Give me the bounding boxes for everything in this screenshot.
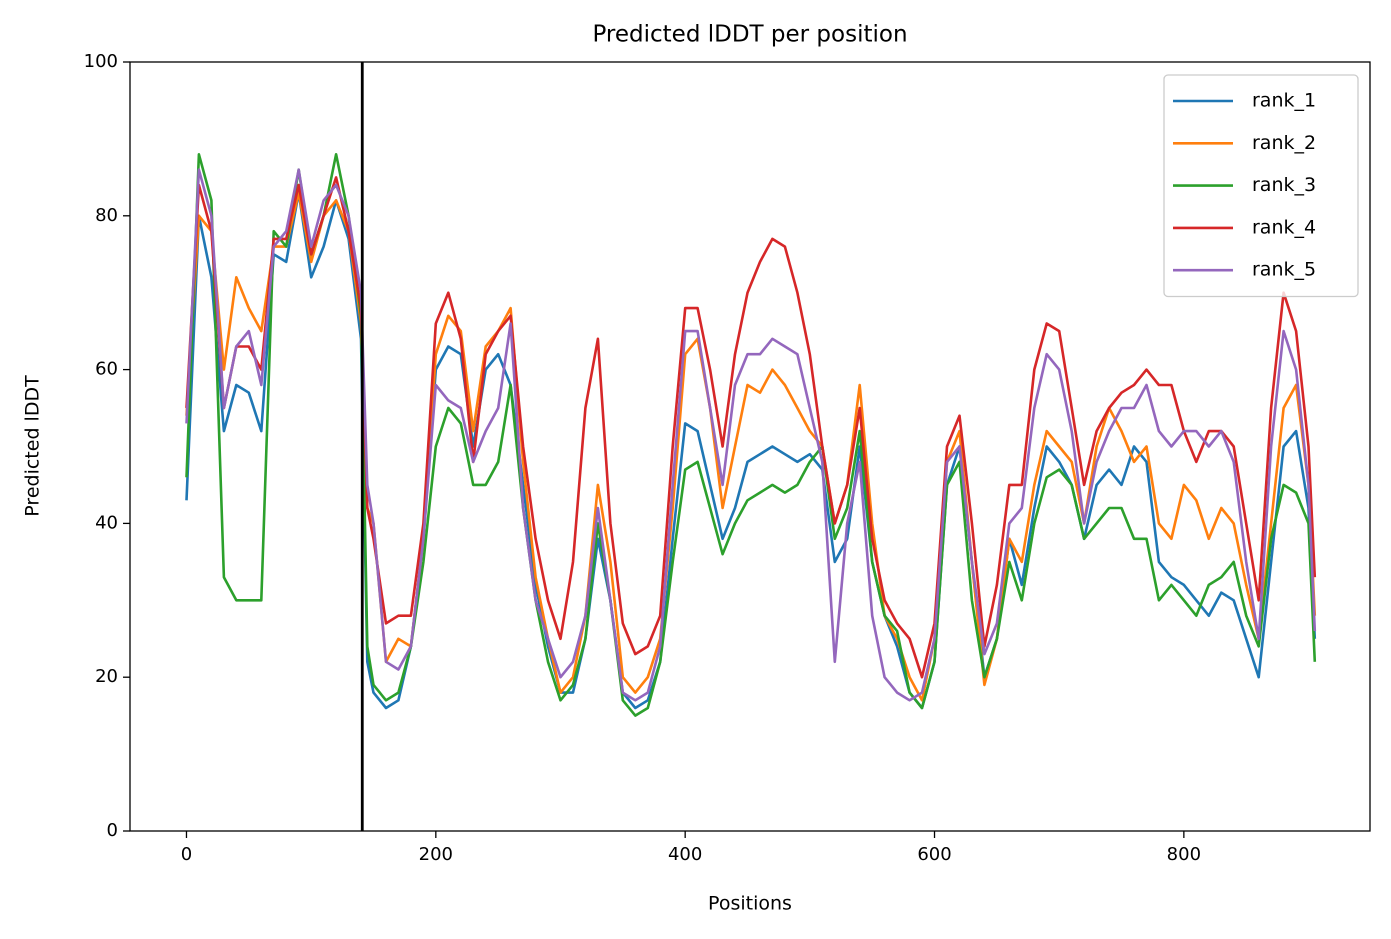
y-tick-label: 80 <box>95 205 118 226</box>
x-axis-label: Positions <box>708 893 792 915</box>
x-tick-label: 800 <box>1167 844 1201 865</box>
series-line <box>185 153 1317 717</box>
x-tick-label: 400 <box>668 844 702 865</box>
y-tick-label: 40 <box>95 512 118 533</box>
x-tick-label: 600 <box>917 844 951 865</box>
plot-frame <box>129 61 1371 832</box>
legend-label: rank_3 <box>1252 174 1316 196</box>
legend-box <box>1163 74 1359 298</box>
y-tick-label: 20 <box>95 666 118 687</box>
legend-label: rank_5 <box>1252 259 1316 281</box>
series-line <box>185 168 1317 702</box>
legend-label: rank_4 <box>1252 216 1316 238</box>
legend-label: rank_1 <box>1252 90 1316 112</box>
series-line <box>185 176 1317 679</box>
legend-label: rank_2 <box>1252 132 1316 154</box>
y-tick-label: 60 <box>95 359 118 380</box>
x-tick-label: 0 <box>181 844 192 865</box>
x-tick-label: 200 <box>419 844 453 865</box>
y-axis-label: Predicted lDDT <box>22 375 44 517</box>
series-line <box>185 191 1317 710</box>
y-tick-label: 0 <box>107 820 118 841</box>
y-tick-label: 100 <box>84 51 118 72</box>
chart-title: Predicted lDDT per position <box>592 22 907 48</box>
